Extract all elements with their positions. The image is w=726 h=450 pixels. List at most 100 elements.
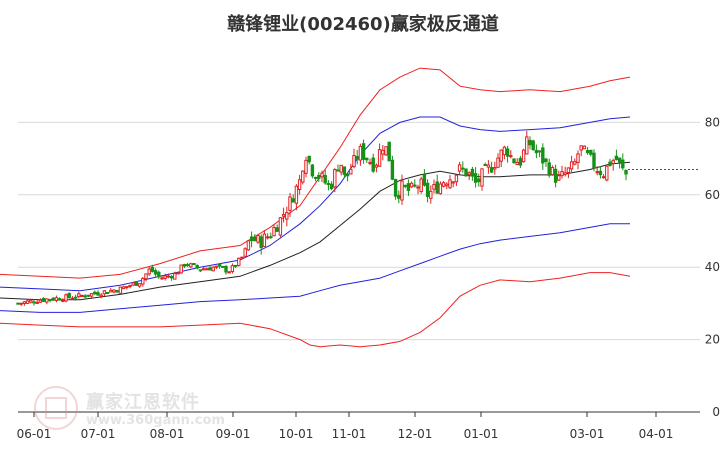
- candle-body: [224, 266, 228, 273]
- candle-body: [157, 271, 161, 278]
- candle-body: [432, 184, 436, 190]
- candle-body: [381, 149, 385, 155]
- candle-body: [480, 168, 484, 187]
- candle-body: [102, 290, 107, 295]
- candle-body: [121, 286, 126, 290]
- candle-body: [502, 146, 507, 156]
- candle-body: [96, 292, 100, 296]
- candle-body: [70, 297, 75, 300]
- candle-body: [310, 164, 315, 177]
- candle-body: [176, 272, 180, 275]
- candle-body: [374, 164, 379, 168]
- candle-body: [445, 183, 449, 187]
- candle-body: [451, 181, 455, 184]
- axis-layer: 0 20 40 60 80 06-01 07-01 08-01 09-01 10-01 11-01 1…: [17, 115, 720, 441]
- candle-body: [515, 161, 519, 166]
- candle-body: [397, 195, 401, 199]
- candle-body: [537, 150, 542, 153]
- y-tick-label: 20: [705, 333, 720, 347]
- y-tick-label: 40: [705, 260, 720, 274]
- candle-body: [413, 184, 417, 187]
- y-tick-label: 60: [705, 188, 720, 202]
- candle-body: [115, 290, 119, 293]
- candle-body: [160, 277, 164, 280]
- candle-body: [569, 161, 574, 170]
- candle-body: [240, 256, 244, 259]
- watermark: 赢家江恩软件 www.360gann.com: [30, 380, 290, 440]
- candle-body: [67, 293, 71, 298]
- candle-body: [249, 236, 254, 242]
- y-tick-label: 80: [705, 115, 720, 129]
- candle-body: [307, 155, 311, 163]
- candle-body: [489, 167, 494, 173]
- candle-body: [169, 275, 174, 279]
- candle-body: [246, 240, 251, 251]
- candle-body: [368, 161, 372, 164]
- candle-body: [163, 275, 167, 279]
- candle-body: [256, 235, 260, 243]
- candle-body: [45, 298, 49, 303]
- candle-body: [64, 294, 68, 302]
- candle-body: [195, 264, 199, 269]
- x-tick-label-01-01: 01-01: [464, 427, 499, 441]
- candle-body: [22, 301, 27, 305]
- candle-body: [566, 167, 571, 174]
- candle-body: [486, 164, 491, 168]
- candle-body: [141, 277, 145, 285]
- candle-body: [336, 169, 340, 172]
- candle-body: [182, 263, 187, 267]
- series-upper_outer: [0, 67, 631, 279]
- candle-body: [361, 143, 366, 160]
- candle-body: [505, 148, 510, 157]
- candle-body: [576, 153, 580, 163]
- candle-body: [150, 266, 155, 272]
- candle-body: [41, 297, 46, 302]
- x-tick-label-07-01: 07-01: [81, 427, 116, 441]
- candle-body: [153, 270, 158, 275]
- candle-body: [83, 295, 87, 298]
- candle-body: [557, 175, 561, 181]
- candle-body: [422, 174, 427, 186]
- candle-body: [608, 161, 612, 167]
- candle-body: [192, 263, 196, 266]
- candle-body: [387, 141, 391, 162]
- candle-body: [547, 162, 551, 176]
- candle-body: [400, 180, 404, 201]
- candle-body: [323, 174, 327, 184]
- candle-body: [217, 264, 222, 267]
- candle-body: [329, 183, 334, 190]
- candle-body: [553, 168, 558, 183]
- candle-body: [137, 283, 142, 287]
- candle-body: [16, 302, 20, 305]
- candle-body: [230, 265, 235, 272]
- candle-body: [51, 297, 55, 301]
- candle-body: [73, 296, 78, 299]
- candle-body: [77, 293, 81, 298]
- series-layer: [0, 67, 700, 348]
- candle-body: [621, 159, 625, 169]
- candle-body: [25, 300, 30, 304]
- candle-body: [393, 178, 398, 197]
- candle-body: [499, 149, 503, 162]
- candle-body: [416, 186, 420, 189]
- candle-body: [278, 217, 283, 236]
- candle-body: [470, 168, 475, 177]
- x-tick-label-03-01: 03-01: [570, 427, 605, 441]
- candle-body: [339, 164, 343, 173]
- candle-body: [208, 267, 212, 271]
- candle-body: [403, 184, 407, 187]
- candle-body: [611, 160, 615, 164]
- candle-body: [205, 268, 209, 271]
- candle-body: [54, 297, 59, 301]
- candle-body: [201, 268, 206, 271]
- watermark-url: www.360gann.com: [86, 413, 225, 428]
- x-tick-label-12-01: 12-01: [398, 427, 433, 441]
- candle-body: [294, 185, 299, 204]
- candle-body: [349, 168, 353, 175]
- candle-body: [448, 179, 452, 189]
- candle-body: [365, 157, 369, 161]
- candle-body: [211, 266, 215, 272]
- candle-body: [352, 154, 356, 168]
- candle-body: [477, 178, 481, 183]
